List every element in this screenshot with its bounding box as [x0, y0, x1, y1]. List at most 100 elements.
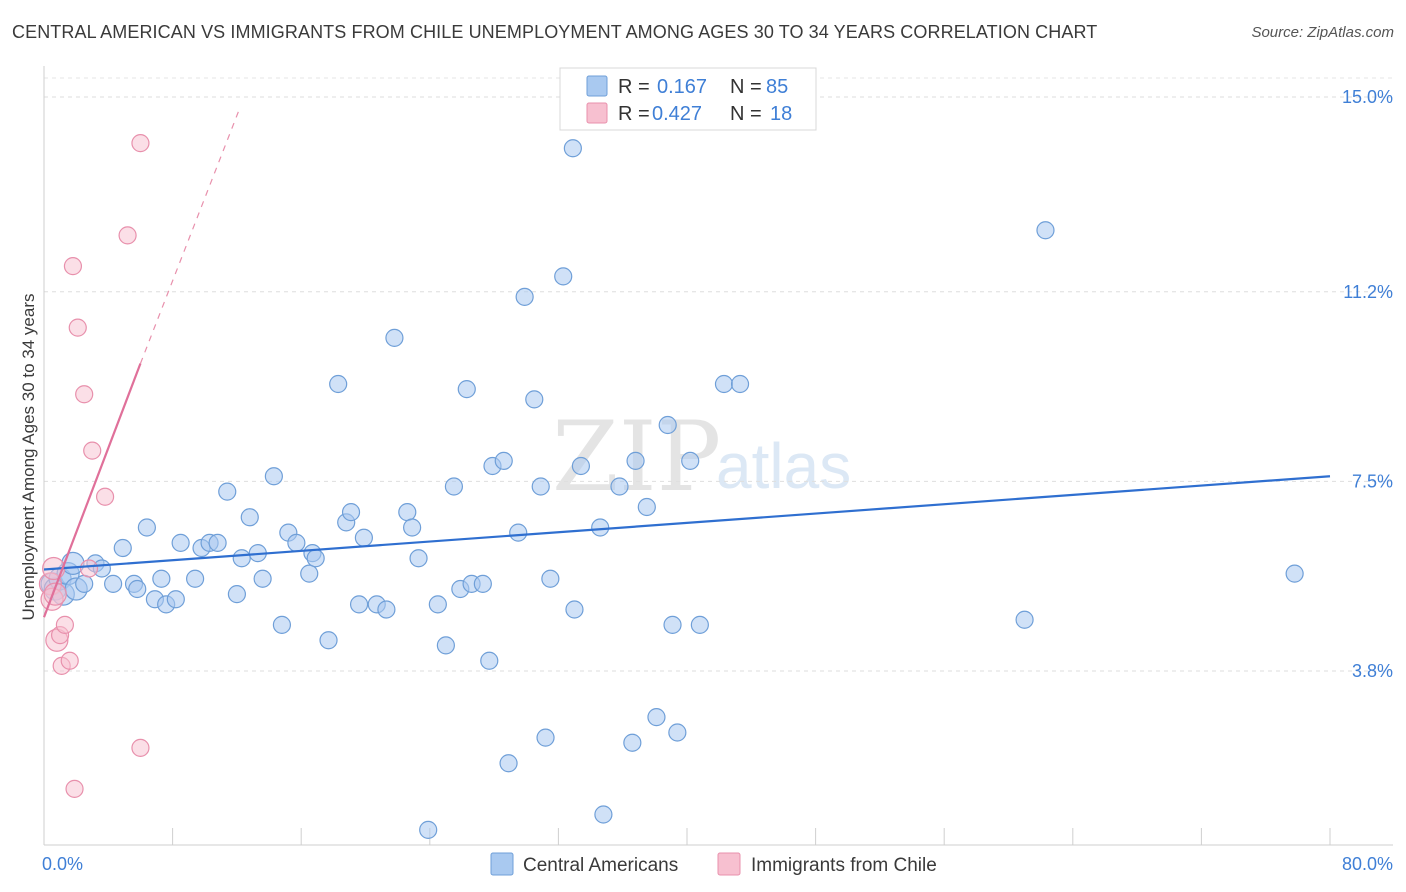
legend-swatch-chile	[586, 102, 608, 124]
data-point-central	[354, 528, 373, 547]
data-point-central	[541, 569, 560, 588]
legend-r-label: R =	[618, 76, 650, 98]
x-tick-label-max: 80.0%	[1342, 854, 1393, 874]
data-point-central	[329, 374, 348, 394]
trend-lines	[42, 107, 1331, 618]
trend-line-chile	[42, 363, 142, 618]
bottom-legend-swatch-central	[490, 852, 514, 876]
data-point-central	[385, 328, 404, 347]
data-point-central	[525, 390, 544, 409]
data-point-central	[253, 569, 272, 588]
data-point-central	[563, 139, 582, 158]
legend: R = 0.167 N = 85 R = 0.427 N = 18	[559, 67, 817, 131]
x-tick-label-min: 0.0%	[42, 854, 83, 874]
data-point-central	[137, 518, 156, 537]
data-point-central	[349, 595, 369, 614]
data-point-central	[186, 569, 205, 588]
data-point-central	[409, 549, 428, 568]
series-immigrants-from-chile	[38, 134, 150, 798]
legend-swatch-central	[586, 75, 608, 97]
data-point-central	[1015, 610, 1034, 629]
trend-line-central	[43, 475, 1331, 571]
data-point-central	[690, 615, 709, 634]
data-point-central	[287, 533, 306, 552]
data-point-central	[714, 374, 734, 394]
data-point-central	[166, 590, 185, 609]
data-point-central	[494, 451, 513, 470]
data-point-central	[104, 574, 123, 593]
data-point-central	[515, 287, 534, 306]
data-point-chile	[60, 651, 79, 670]
data-point-central	[377, 600, 396, 619]
watermark: ZIP atlas	[552, 401, 851, 513]
data-point-central	[319, 631, 338, 650]
data-point-chile	[118, 226, 137, 245]
data-point-chile	[131, 134, 150, 153]
data-point-central	[306, 549, 325, 568]
data-point-central	[610, 477, 629, 496]
y-axis-title: Unemployment Among Ages 30 to 34 years	[19, 294, 38, 621]
data-point-chile	[131, 738, 150, 757]
data-point-central	[1285, 564, 1304, 583]
gridlines	[44, 77, 1393, 672]
data-point-chile	[95, 487, 115, 506]
data-point-central	[531, 477, 550, 496]
legend-n-value: 85	[766, 76, 788, 98]
legend-r-value: 0.427	[652, 103, 702, 125]
data-point-chile	[83, 441, 102, 460]
data-point-central	[128, 579, 147, 599]
data-point-chile	[65, 779, 84, 798]
data-point-central	[536, 728, 555, 747]
data-point-central	[647, 708, 666, 727]
data-point-central	[668, 723, 687, 742]
data-point-central	[75, 574, 94, 593]
data-point-central	[681, 451, 700, 470]
data-point-central	[208, 533, 227, 552]
data-point-chile	[68, 318, 87, 337]
y-tick-label: 11.2%	[1343, 282, 1393, 302]
data-point-central	[623, 733, 642, 752]
chart-title: CENTRAL AMERICAN VS IMMIGRANTS FROM CHIL…	[12, 22, 1098, 42]
data-point-central	[637, 497, 656, 517]
watermark-atlas: atlas	[716, 430, 851, 502]
data-point-central	[591, 518, 610, 537]
data-point-central	[594, 805, 613, 824]
data-point-central	[444, 477, 464, 496]
data-point-central	[565, 600, 584, 619]
data-point-central	[218, 482, 237, 501]
data-point-central	[663, 615, 682, 634]
source-credit: Source: ZipAtlas.com	[1251, 24, 1394, 41]
data-point-central	[428, 595, 447, 614]
bottom-legend-label-central: Central Americans	[523, 855, 678, 876]
legend-n-label: N =	[730, 103, 762, 125]
data-point-central	[436, 636, 455, 655]
y-tick-label: 3.8%	[1352, 661, 1393, 681]
legend-r-label: R =	[618, 103, 650, 125]
data-point-central	[300, 564, 319, 583]
y-tick-label: 7.5%	[1352, 471, 1393, 491]
data-point-central	[227, 585, 246, 604]
bottom-legend-label-chile: Immigrants from Chile	[751, 855, 937, 876]
data-point-central	[626, 451, 645, 470]
legend-n-label: N =	[730, 76, 762, 98]
y-tick-labels: 3.8% 7.5% 11.2% 15.0%	[1342, 87, 1393, 681]
data-point-central	[403, 518, 422, 537]
x-ticks	[43, 828, 1331, 845]
data-point-central	[419, 820, 438, 839]
data-point-chile	[79, 559, 99, 578]
data-point-central	[113, 538, 132, 558]
trend-line-chile-extension	[139, 107, 241, 364]
data-point-central	[240, 508, 259, 527]
y-tick-label: 15.0%	[1342, 87, 1393, 107]
data-point-central	[499, 754, 518, 773]
data-point-central	[457, 380, 476, 399]
data-point-central	[554, 267, 573, 286]
bottom-legend: Central Americans Immigrants from Chile	[490, 852, 937, 876]
legend-r-value: 0.167	[657, 76, 707, 98]
data-point-central	[152, 569, 171, 588]
data-point-central	[272, 615, 292, 634]
data-point-central	[509, 523, 528, 542]
data-point-chile	[55, 615, 74, 634]
data-point-central	[730, 374, 750, 394]
legend-n-value: 18	[770, 103, 792, 125]
